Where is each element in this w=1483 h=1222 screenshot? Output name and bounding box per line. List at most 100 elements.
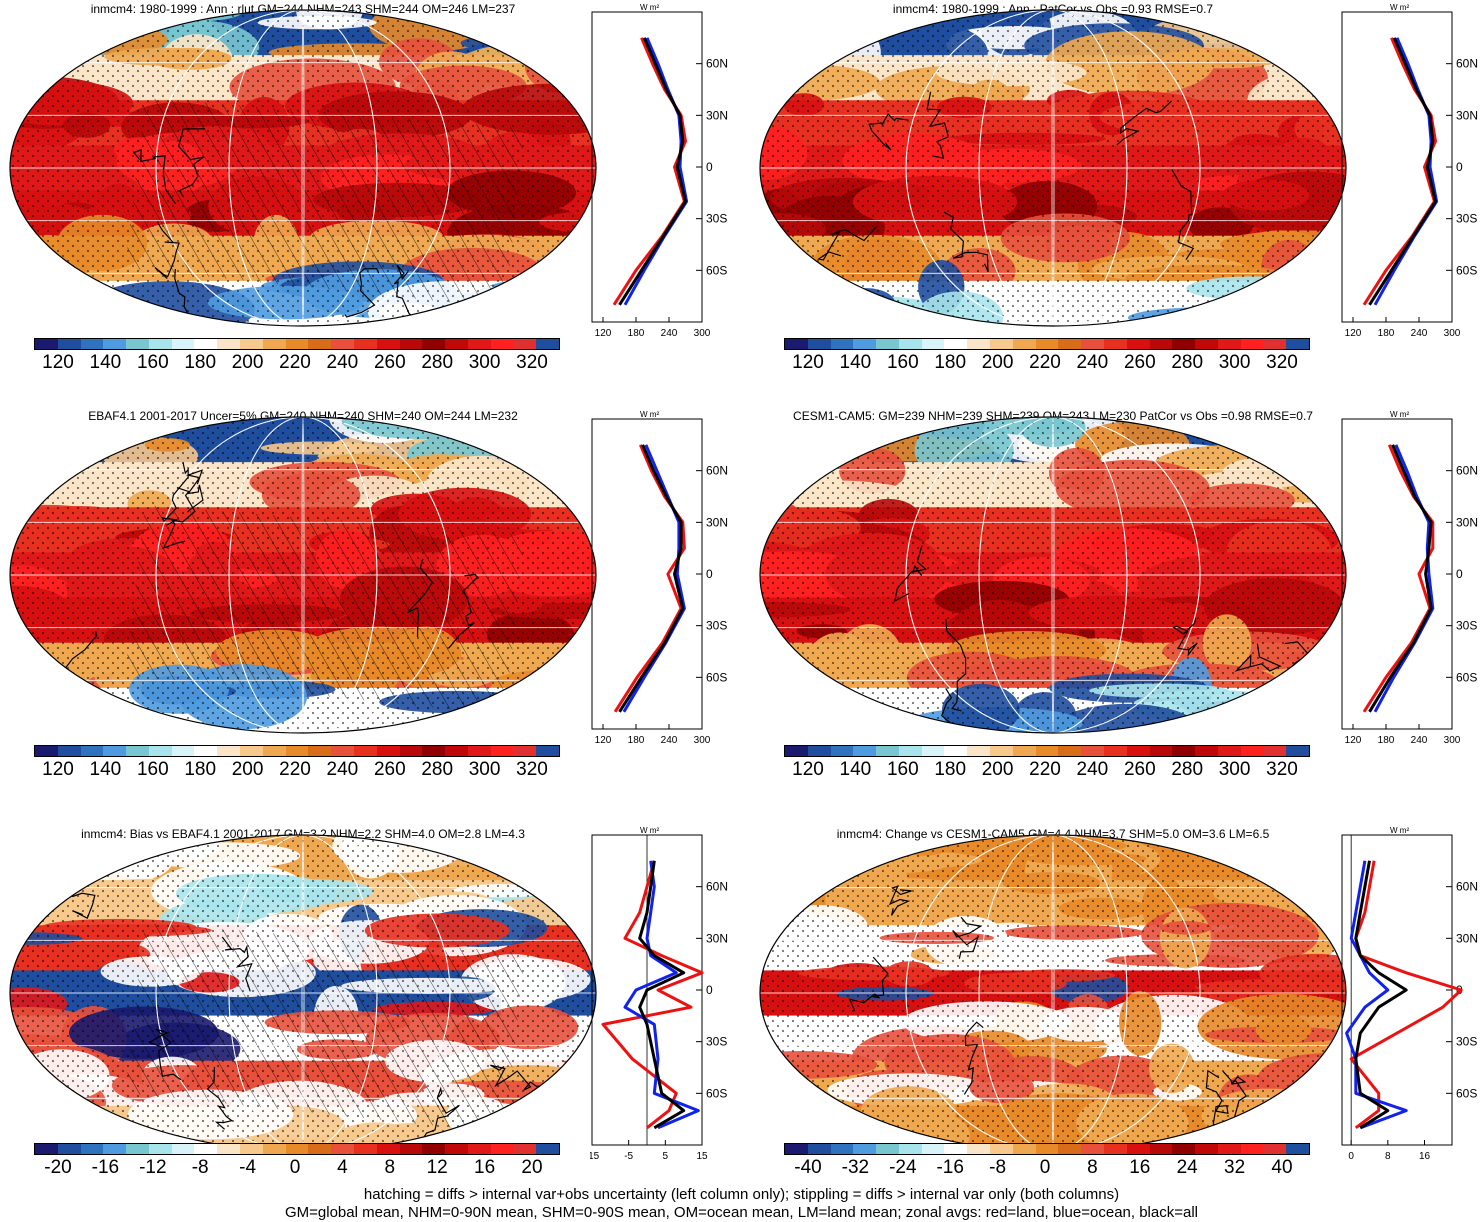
colorbar-label: 320	[516, 352, 548, 373]
zonal-x-tick: 180	[628, 735, 645, 746]
colorbar-swatch	[422, 339, 446, 349]
colorbar-swatch	[331, 339, 354, 349]
colorbar-swatch	[967, 746, 991, 756]
colorbar	[784, 1143, 1310, 1155]
colorbar-swatch	[807, 746, 831, 756]
colorbar-swatch	[807, 339, 831, 349]
colorbar-label: 140	[839, 759, 872, 780]
zonal-lat-label: 30S	[706, 1035, 727, 1049]
zonal-line-ocean	[1345, 860, 1408, 1130]
colorbar-label: 260	[373, 759, 406, 780]
colorbar-label: 260	[1123, 759, 1156, 780]
colorbar-swatch	[807, 1144, 831, 1154]
colorbar-swatch	[1035, 339, 1059, 349]
colorbar-swatch	[217, 746, 241, 756]
zonal-lat-label: 60N	[1456, 880, 1478, 894]
colorbar-label: 200	[231, 759, 264, 780]
colorbar-label: -24	[889, 1157, 917, 1178]
colorbar-swatch	[1149, 339, 1173, 349]
map-p5	[9, 834, 597, 1152]
zonal-x-tick: 300	[694, 735, 711, 746]
colorbar-swatch	[1172, 746, 1196, 756]
zonal-lat-label: 30S	[1456, 212, 1477, 226]
colorbar-swatch	[1172, 1144, 1196, 1154]
colorbar-label: 320	[1266, 759, 1298, 780]
colorbar-swatch	[944, 1144, 968, 1154]
zonal-lat-label: 0	[1456, 567, 1463, 581]
colorbar-label: 140	[839, 352, 872, 373]
colorbar-label: -20	[44, 1157, 72, 1178]
colorbar-swatch	[217, 339, 241, 349]
colorbar-label: 160	[886, 352, 919, 373]
colorbar-swatch	[490, 1144, 514, 1154]
colorbar-swatch	[1058, 746, 1082, 756]
colorbar-swatch	[1126, 746, 1150, 756]
colorbar-swatch	[967, 339, 991, 349]
colorbar-label: -16	[936, 1157, 964, 1178]
colorbar-swatch	[1149, 1144, 1173, 1154]
colorbar-swatch	[536, 746, 559, 756]
colorbar-swatch	[1263, 1144, 1287, 1154]
zonal-lat-label: 30N	[1456, 931, 1478, 945]
colorbar-swatch	[1217, 339, 1241, 349]
zonal-plot-p2: W m² 60N 30N 0 30S 60S 120 180 240 300	[1341, 3, 1478, 339]
colorbar-label: 32	[1224, 1157, 1246, 1178]
colorbar-swatch	[35, 746, 58, 756]
colorbar-swatch	[898, 746, 922, 756]
colorbar-swatch	[921, 1144, 945, 1154]
zonal-x-tick: 180	[628, 328, 645, 339]
zonal-unit: W m²	[1390, 3, 1409, 12]
zonal-line-land	[1349, 860, 1463, 1129]
colorbar-label: 160	[886, 759, 919, 780]
zonal-x-tick: 240	[661, 328, 678, 339]
colorbar-swatch	[240, 1144, 263, 1154]
zonal-line-all	[1368, 37, 1437, 306]
colorbar-label: -8	[989, 1157, 1007, 1178]
colorbar-label: 40	[1271, 1157, 1293, 1178]
colorbar-label: 160	[136, 759, 169, 780]
colorbar-swatch	[990, 746, 1013, 756]
colorbar-label: 0	[1039, 1157, 1051, 1178]
colorbar-swatch	[445, 339, 468, 349]
colorbar-swatch	[990, 1144, 1013, 1154]
colorbar-swatch	[1081, 746, 1104, 756]
zonal-line-ocean	[623, 860, 700, 1130]
zonal-x-tick: 120	[1345, 735, 1362, 746]
zonal-lat-label: 30S	[706, 619, 727, 633]
zonal-plot-p4: W m² 60N 30N 0 30S 60S 120 180 240 300	[1341, 410, 1478, 746]
zonal-x-tick: -15	[590, 1151, 600, 1162]
zonal-x-tick: 120	[595, 735, 612, 746]
zonal-x-tick: 16	[1419, 1151, 1431, 1162]
zonal-lat-label: 0	[706, 160, 713, 174]
colorbar-label: 0	[289, 1157, 301, 1178]
colorbar-label: 260	[373, 352, 406, 373]
colorbar-swatch	[1126, 339, 1150, 349]
colorbar-label: 4	[337, 1157, 348, 1178]
colorbar-label: 260	[1123, 352, 1156, 373]
colorbar-swatch	[1286, 1144, 1309, 1154]
colorbar-swatch	[1286, 339, 1309, 349]
panel-title: inmcm4: Bias vs EBAF4.1 2001-2017 GM=3.2…	[81, 827, 525, 841]
colorbar-swatch	[217, 1144, 241, 1154]
colorbar-swatch	[35, 339, 58, 349]
colorbar-swatch	[1240, 746, 1264, 756]
colorbar-swatch	[1195, 1144, 1218, 1154]
colorbar-swatch	[194, 339, 218, 349]
colorbar-swatch	[513, 746, 537, 756]
colorbar-label: -12	[139, 1157, 167, 1178]
colorbar-swatch	[830, 746, 854, 756]
colorbar-swatch	[376, 1144, 400, 1154]
colorbar-swatch	[262, 746, 286, 756]
colorbar-label: 120	[792, 352, 824, 373]
colorbar-label: 280	[1171, 759, 1204, 780]
colorbar-swatch	[490, 746, 514, 756]
colorbar-swatch	[353, 1144, 377, 1154]
colorbar-swatch	[513, 339, 537, 349]
colorbar	[34, 745, 560, 757]
colorbar-swatch	[921, 339, 945, 349]
colorbar-swatch	[148, 1144, 172, 1154]
zonal-lat-label: 60N	[706, 880, 728, 894]
colorbar-swatch	[422, 746, 446, 756]
colorbar-label: -40	[794, 1157, 822, 1178]
colorbar-swatch	[353, 339, 377, 349]
